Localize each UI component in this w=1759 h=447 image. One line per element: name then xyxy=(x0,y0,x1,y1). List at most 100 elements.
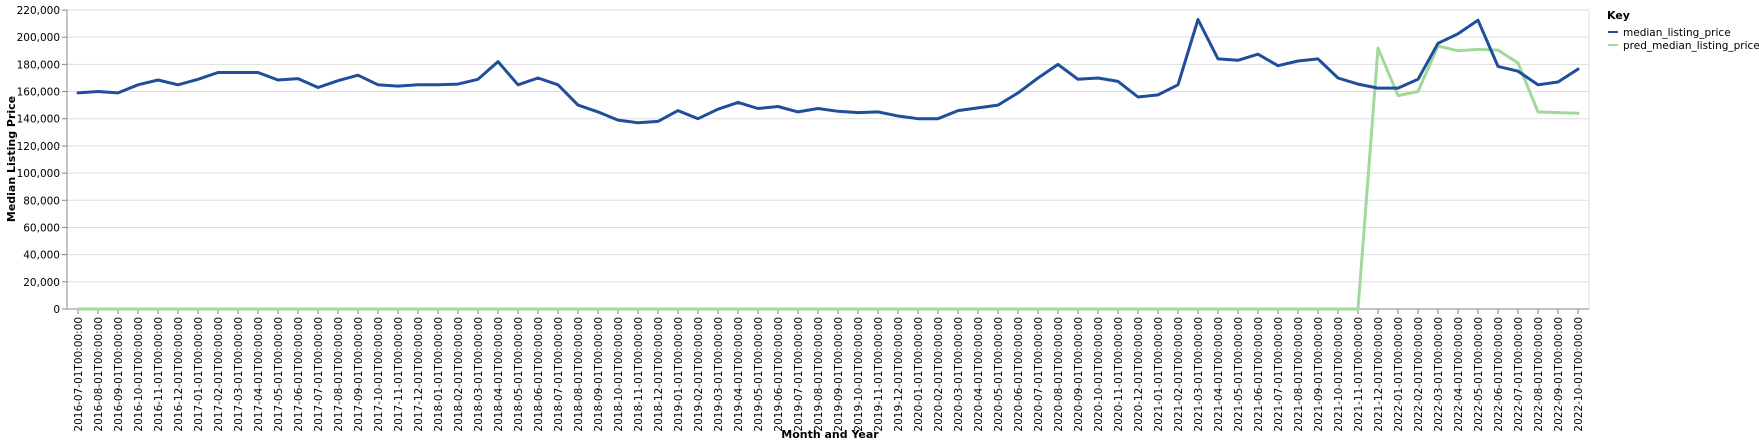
x-tick-label: 2018-05-01T00:00:00 xyxy=(513,317,525,432)
y-tick: 220,000 xyxy=(17,5,67,17)
x-tick-label: 2020-05-01T00:00:00 xyxy=(993,317,1005,432)
y-axis: 0 20,000 40,000 60,000 80,000 100,000 120,000 1… xyxy=(17,5,68,316)
x-tick-label: 2020-10-01T00:00:00 xyxy=(1093,317,1105,432)
x-tick: 2019-02-01T00:00:00 xyxy=(693,309,705,432)
x-tick-label: 2022-03-01T00:00:00 xyxy=(1433,317,1445,432)
x-tick-label: 2020-04-01T00:00:00 xyxy=(973,317,985,432)
y-tick: 100,000 xyxy=(17,168,67,180)
y-tick-label: 40,000 xyxy=(23,250,60,262)
x-tick: 2021-02-01T00:00:00 xyxy=(1173,309,1185,432)
x-tick-label: 2017-04-01T00:00:00 xyxy=(253,317,265,432)
x-tick-label: 2021-02-01T00:00:00 xyxy=(1173,317,1185,432)
x-tick: 2022-04-01T00:00:00 xyxy=(1453,309,1465,432)
legend-label: pred_median_listing_price xyxy=(1623,40,1759,52)
x-tick-label: 2022-02-01T00:00:00 xyxy=(1413,317,1425,432)
x-tick: 2022-10-01T00:00:00 xyxy=(1573,309,1585,432)
x-tick: 2020-06-01T00:00:00 xyxy=(1013,309,1025,432)
legend-item: median_listing_price xyxy=(1608,27,1731,39)
x-tick-label: 2019-03-01T00:00:00 xyxy=(713,317,725,432)
x-tick: 2017-07-01T00:00:00 xyxy=(313,309,325,432)
x-tick-label: 2021-08-01T00:00:00 xyxy=(1293,317,1305,432)
x-tick-label: 2020-06-01T00:00:00 xyxy=(1013,317,1025,432)
x-tick: 2016-11-01T00:00:00 xyxy=(153,309,165,432)
x-tick-label: 2022-04-01T00:00:00 xyxy=(1453,317,1465,432)
x-tick: 2022-07-01T00:00:00 xyxy=(1513,309,1525,432)
x-tick-label: 2020-08-01T00:00:00 xyxy=(1053,317,1065,432)
x-tick-label: 2017-10-01T00:00:00 xyxy=(373,317,385,432)
x-tick: 2018-05-01T00:00:00 xyxy=(513,309,525,432)
y-tick: 180,000 xyxy=(17,59,67,71)
x-tick: 2017-08-01T00:00:00 xyxy=(333,309,345,432)
x-tick-label: 2018-06-01T00:00:00 xyxy=(533,317,545,432)
y-tick: 80,000 xyxy=(23,195,67,207)
x-tick-label: 2016-07-01T00:00:00 xyxy=(73,317,85,432)
x-tick: 2020-09-01T00:00:00 xyxy=(1073,309,1085,432)
x-tick-label: 2019-04-01T00:00:00 xyxy=(733,317,745,432)
y-tick-label: 60,000 xyxy=(23,222,60,234)
x-tick: 2018-11-01T00:00:00 xyxy=(633,309,645,432)
x-tick-label: 2021-07-01T00:00:00 xyxy=(1273,317,1285,432)
x-tick-label: 2021-11-01T00:00:00 xyxy=(1353,317,1365,432)
series-line-pred_median_listing_price xyxy=(76,44,1580,311)
x-tick: 2021-12-01T00:00:00 xyxy=(1373,309,1385,432)
y-tick-label: 220,000 xyxy=(17,5,60,17)
x-tick-label: 2018-12-01T00:00:00 xyxy=(653,317,665,432)
x-tick: 2019-08-01T00:00:00 xyxy=(813,309,825,432)
x-tick: 2019-01-01T00:00:00 xyxy=(673,309,685,432)
x-tick: 2020-03-01T00:00:00 xyxy=(953,309,965,432)
y-tick-label: 180,000 xyxy=(17,59,60,71)
x-tick-label: 2018-09-01T00:00:00 xyxy=(593,317,605,432)
x-tick-label: 2018-11-01T00:00:00 xyxy=(633,317,645,432)
x-tick: 2016-12-01T00:00:00 xyxy=(173,309,185,432)
x-tick-label: 2019-01-01T00:00:00 xyxy=(673,317,685,432)
x-tick-label: 2016-11-01T00:00:00 xyxy=(153,317,165,432)
x-tick: 2018-01-01T00:00:00 xyxy=(433,309,445,432)
y-tick: 0 xyxy=(53,304,67,316)
x-tick: 2017-02-01T00:00:00 xyxy=(213,309,225,432)
x-tick-label: 2022-06-01T00:00:00 xyxy=(1493,317,1505,432)
x-tick-label: 2019-09-01T00:00:00 xyxy=(833,317,845,432)
y-tick-label: 20,000 xyxy=(23,277,60,289)
x-tick-label: 2018-07-01T00:00:00 xyxy=(553,317,565,432)
x-tick: 2016-09-01T00:00:00 xyxy=(113,309,125,432)
x-tick-label: 2021-10-01T00:00:00 xyxy=(1333,317,1345,432)
x-tick-label: 2022-08-01T00:00:00 xyxy=(1533,317,1545,432)
x-tick-label: 2017-03-01T00:00:00 xyxy=(233,317,245,432)
x-tick-label: 2022-01-01T00:00:00 xyxy=(1393,317,1405,432)
x-tick: 2016-10-01T00:00:00 xyxy=(133,309,145,432)
y-tick: 160,000 xyxy=(17,87,67,99)
x-tick-label: 2019-02-01T00:00:00 xyxy=(693,317,705,432)
x-tick-label: 2021-06-01T00:00:00 xyxy=(1253,317,1265,432)
x-tick-label: 2019-12-01T00:00:00 xyxy=(893,317,905,432)
x-tick-label: 2019-07-01T00:00:00 xyxy=(793,317,805,432)
y-tick-label: 160,000 xyxy=(17,87,60,99)
y-tick-label: 100,000 xyxy=(17,168,60,180)
x-tick: 2020-11-01T00:00:00 xyxy=(1113,309,1125,432)
x-tick: 2022-06-01T00:00:00 xyxy=(1493,309,1505,432)
x-tick: 2018-12-01T00:00:00 xyxy=(653,309,665,432)
legend-item: pred_median_listing_price xyxy=(1608,40,1759,52)
x-tick: 2019-10-01T00:00:00 xyxy=(853,309,865,432)
y-tick: 200,000 xyxy=(17,32,67,44)
x-axis: 2016-07-01T00:00:00 2016-08-01T00:00:00 20… xyxy=(67,308,1589,432)
x-tick-label: 2017-08-01T00:00:00 xyxy=(333,317,345,432)
x-tick: 2022-02-01T00:00:00 xyxy=(1413,309,1425,432)
x-tick: 2018-10-01T00:00:00 xyxy=(613,309,625,432)
x-tick-label: 2016-09-01T00:00:00 xyxy=(113,317,125,432)
x-tick-label: 2022-05-01T00:00:00 xyxy=(1473,317,1485,432)
x-tick: 2021-07-01T00:00:00 xyxy=(1273,309,1285,432)
x-tick: 2017-03-01T00:00:00 xyxy=(233,309,245,432)
x-tick: 2021-11-01T00:00:00 xyxy=(1353,309,1365,432)
x-tick: 2017-05-01T00:00:00 xyxy=(273,309,285,432)
legend: Key median_listing_pricepred_median_list… xyxy=(1607,9,1759,52)
x-tick-label: 2018-03-01T00:00:00 xyxy=(473,317,485,432)
x-tick: 2021-03-01T00:00:00 xyxy=(1193,309,1205,432)
x-tick-label: 2017-11-01T00:00:00 xyxy=(393,317,405,432)
grid-lines xyxy=(67,9,1590,310)
x-tick: 2017-11-01T00:00:00 xyxy=(393,309,405,432)
x-tick-label: 2017-06-01T00:00:00 xyxy=(293,317,305,432)
x-tick-label: 2018-02-01T00:00:00 xyxy=(453,317,465,432)
x-tick-label: 2018-10-01T00:00:00 xyxy=(613,317,625,432)
x-tick: 2022-08-01T00:00:00 xyxy=(1533,309,1545,432)
